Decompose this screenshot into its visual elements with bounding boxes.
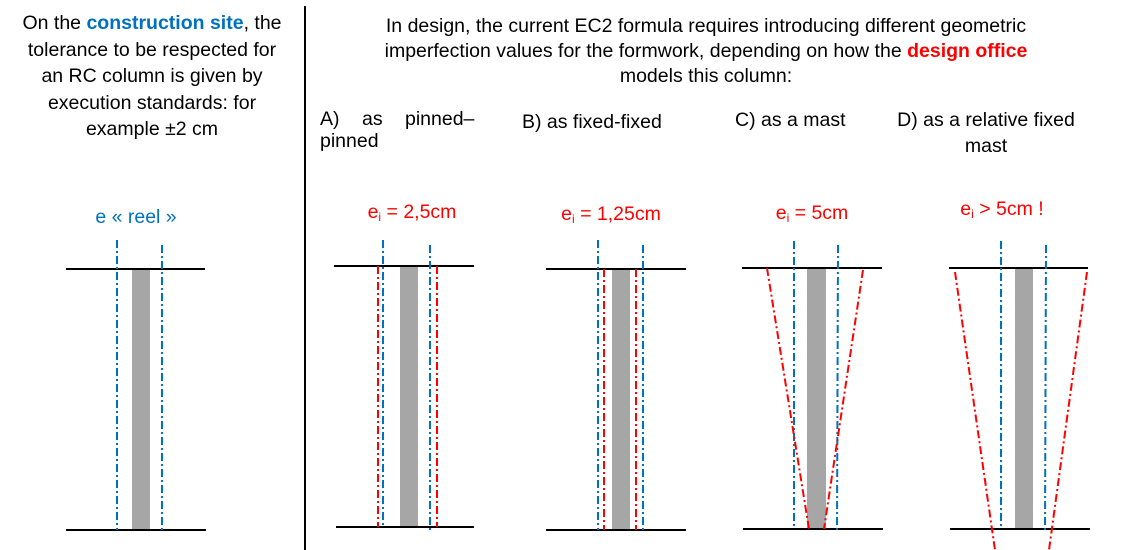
case-c-label: C) as a mast (735, 109, 846, 131)
case-a-imperfection: ei = 2,5cm (367, 201, 457, 224)
imperfection-line-left (766, 267, 810, 530)
construction-site-highlight: construction site (86, 12, 244, 34)
panel-b (546, 240, 686, 533)
design-text-line-3: models this column: (619, 65, 793, 87)
real-eccentricity-label: e « reel » (95, 206, 177, 228)
case-b-imperfection: ei = 1,25cm (561, 203, 661, 226)
imperfection-line-right (823, 269, 864, 530)
case-a-label-4: pinned (320, 130, 379, 152)
column (400, 266, 418, 527)
column (132, 269, 150, 530)
column (807, 268, 826, 529)
site-text-line-5: example ±2 cm (85, 118, 219, 140)
case-a-label-1: A) (320, 108, 340, 130)
design-text-line-1: In design, the current EC2 formula requi… (385, 15, 1027, 37)
panel-c (742, 241, 883, 534)
column (1015, 268, 1033, 529)
case-d-imperfection: ei > 5cm ! (960, 198, 1044, 221)
site-text-line-2: tolerance to be respected for (27, 39, 277, 61)
tolerance-line-right (836, 244, 839, 534)
site-text-line-4: execution standards: for (47, 92, 257, 114)
column (612, 269, 630, 530)
design-office-highlight: design office (907, 40, 1028, 62)
case-a-label-2: as (362, 108, 383, 130)
tolerance-line-right (1044, 244, 1047, 534)
site-text-line-3: an RC column is given by (41, 65, 263, 87)
case-d-label-1: D) as a relative fixed (897, 109, 1075, 131)
imperfection-line-left (954, 271, 996, 550)
panel-a (334, 240, 474, 530)
case-d-label-2: mast (964, 135, 1008, 157)
imperfection-line-right (1048, 271, 1088, 550)
case-c-imperfection: ei = 5cm (775, 202, 849, 225)
panel-real (66, 240, 206, 531)
site-text-line-1: On the construction site, the (22, 12, 282, 34)
panel-d (949, 241, 1090, 550)
case-a-label-3: pinned– (405, 108, 475, 130)
design-text-line-2: imperfection values for the formwork, de… (384, 40, 1028, 62)
case-b-label: B) as fixed-fixed (522, 111, 662, 133)
